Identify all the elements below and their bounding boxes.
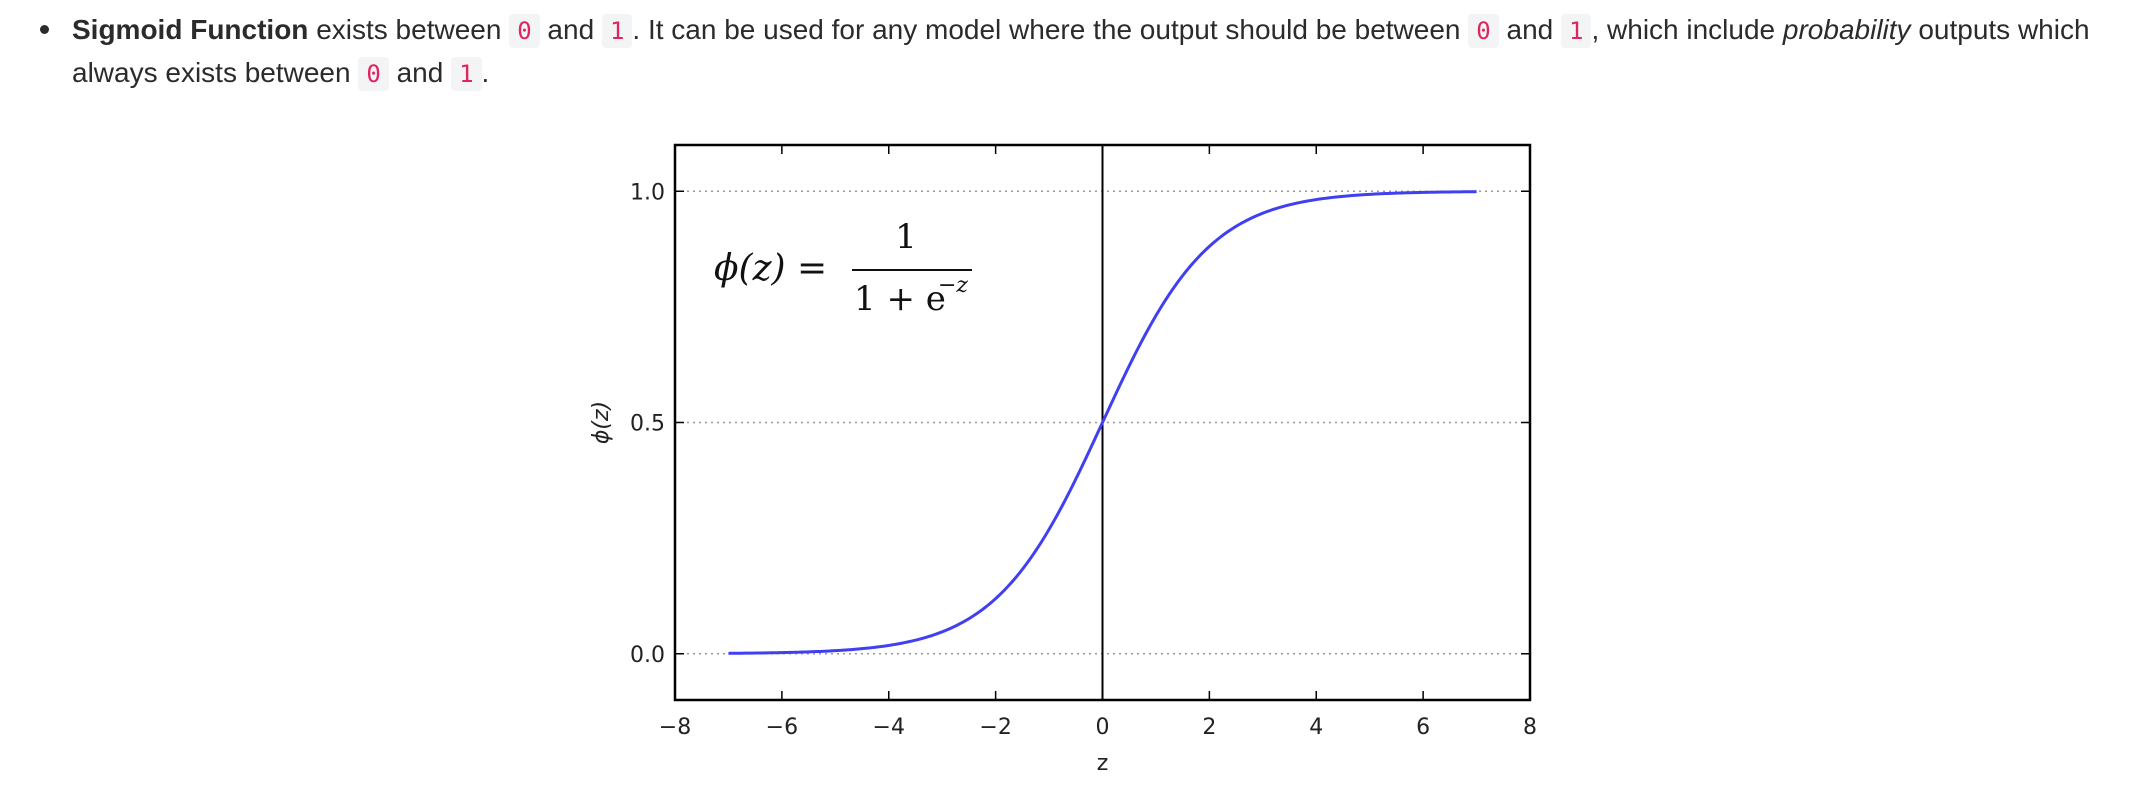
body-text: . [481,57,490,88]
body-text: outputs which always exists between [72,14,2090,88]
body-text: and [539,14,602,45]
list-item-sigmoid: Sigmoid Function exists between 0 and 1.… [0,0,2140,95]
x-axis-label: z [1097,751,1109,776]
emphasis-probability: probability [1782,14,1911,45]
sigmoid-formula: ϕ(z) = 1 1 + e −z [714,217,972,319]
formula-denominator-exp: −z [938,273,968,298]
x-tick-label: −6 [766,715,798,740]
body-text: and [388,57,452,88]
sigmoid-curve [728,190,1477,655]
bullet-icon [40,25,49,34]
body-text: , which include [1591,14,1783,45]
x-tick-label: −2 [979,715,1011,740]
inline-code-0: 0 [509,14,540,48]
formula-numerator: 1 [895,217,917,257]
body-text: exists between [308,14,510,45]
x-tick-labels: −8 −6 −4 −2 0 2 4 6 8 [659,715,1537,740]
y-tick-label: 0.5 [630,412,665,437]
y-tick-label: 0.0 [630,643,665,668]
x-tick-label: 4 [1309,715,1323,740]
y-tick-label: 1.0 [630,180,665,205]
x-tick-label: 0 [1096,715,1110,740]
bullet-list: Sigmoid Function exists between 0 and 1.… [0,0,2140,95]
term-sigmoid-function: Sigmoid Function [72,14,309,45]
x-tick-label: 6 [1416,715,1430,740]
tick-marks [674,145,1531,700]
inline-code-0: 0 [358,57,389,91]
sigmoid-figure: −8 −6 −4 −2 0 2 4 6 8 0.0 0.5 1.0 z ϕ(z) ϕ(z) = 1 … [560,120,1590,792]
x-tick-label: 8 [1523,715,1537,740]
formula-denominator-base: 1 + e [854,279,946,319]
formula-lhs: ϕ(z) = [714,248,827,289]
y-axis-label: ϕ(z) [589,401,614,444]
x-tick-label: −8 [659,715,691,740]
inline-code-1: 1 [601,14,633,48]
body-text: and [1498,14,1562,45]
inline-code-0: 0 [1468,14,1499,48]
inline-code-1: 1 [1561,14,1592,48]
body-text: . It can be used for any model where the… [632,14,1469,45]
document: Sigmoid Function exists between 0 and 1.… [0,0,2140,95]
y-tick-labels: 0.0 0.5 1.0 [630,180,665,668]
inline-code-1: 1 [451,57,482,91]
x-tick-label: 2 [1202,715,1216,740]
x-tick-label: −4 [873,715,905,740]
sigmoid-chart: −8 −6 −4 −2 0 2 4 6 8 0.0 0.5 1.0 z ϕ(z) ϕ(z) = 1 … [589,143,1537,776]
